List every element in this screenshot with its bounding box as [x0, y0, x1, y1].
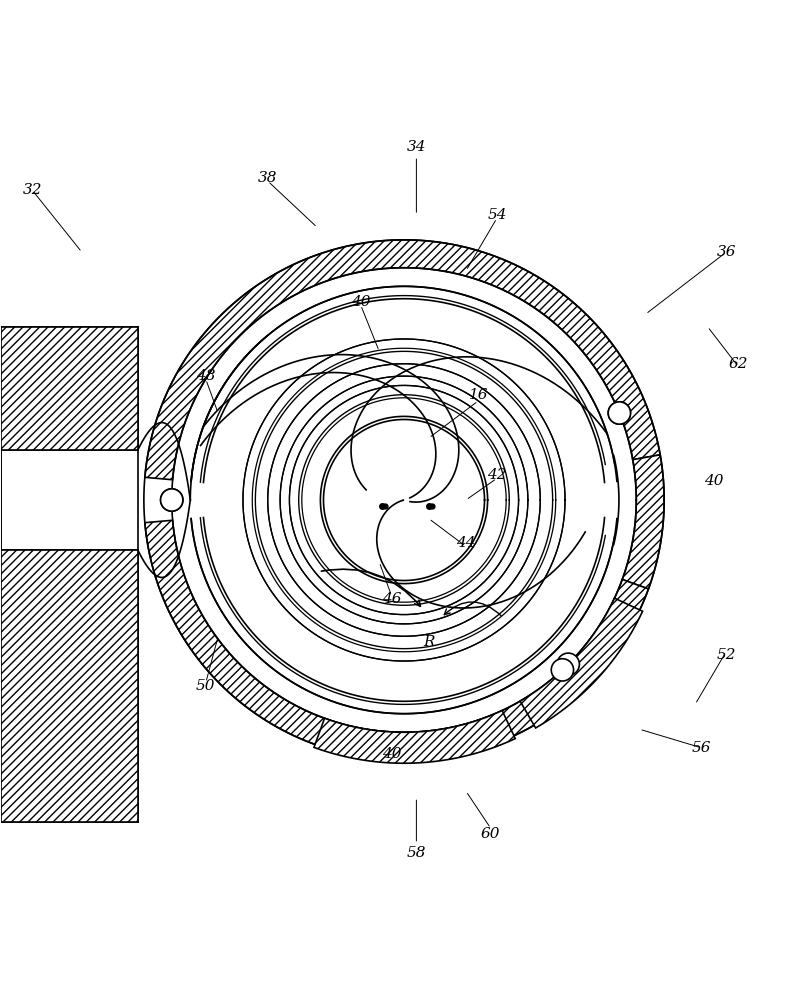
Polygon shape: [2, 450, 137, 550]
Text: 46: 46: [382, 592, 402, 606]
Polygon shape: [145, 520, 649, 760]
Circle shape: [161, 489, 183, 511]
Polygon shape: [2, 550, 137, 822]
Circle shape: [551, 659, 574, 681]
Text: 36: 36: [717, 245, 736, 259]
Circle shape: [161, 489, 183, 511]
Text: 60: 60: [481, 827, 500, 841]
Text: 50: 50: [196, 679, 216, 693]
Text: 32: 32: [23, 183, 42, 197]
Polygon shape: [622, 455, 664, 589]
Text: 40: 40: [351, 295, 370, 309]
Text: 40: 40: [382, 747, 402, 761]
Text: 42: 42: [487, 468, 507, 482]
Text: 56: 56: [692, 741, 711, 755]
Text: 52: 52: [717, 648, 736, 662]
Text: 44: 44: [457, 536, 476, 550]
Polygon shape: [2, 327, 137, 450]
Circle shape: [557, 653, 579, 675]
Text: 16: 16: [469, 388, 488, 402]
Polygon shape: [520, 598, 642, 728]
Circle shape: [608, 402, 630, 424]
Text: R: R: [423, 635, 435, 649]
Polygon shape: [145, 240, 660, 480]
Text: 54: 54: [487, 208, 507, 222]
Polygon shape: [2, 550, 137, 822]
Text: 48: 48: [196, 369, 216, 383]
Text: 58: 58: [406, 846, 426, 860]
Text: 62: 62: [729, 357, 748, 371]
Text: 34: 34: [406, 140, 426, 154]
Polygon shape: [314, 711, 516, 763]
Circle shape: [172, 268, 636, 732]
Text: 40: 40: [704, 474, 723, 488]
Polygon shape: [2, 327, 137, 450]
Circle shape: [608, 402, 630, 424]
Text: 38: 38: [258, 171, 277, 185]
